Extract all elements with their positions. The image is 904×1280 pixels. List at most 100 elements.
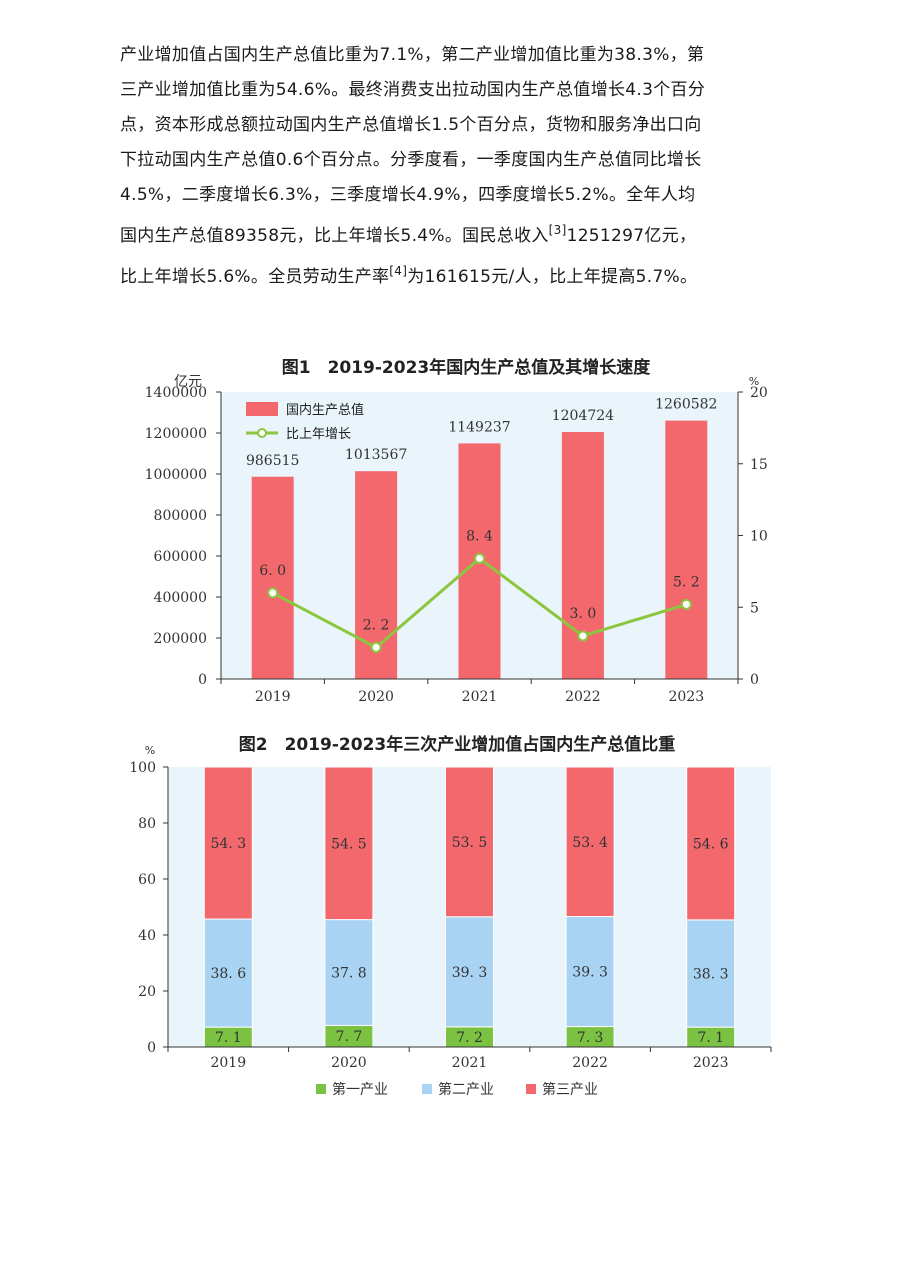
segment-value-label: 38. 3	[693, 967, 729, 983]
legend-label: 第二产业	[438, 1081, 494, 1098]
industry-share-chart: 图2 2019-2023年三次产业增加值占国内生产总值比重 % 100 80 60 4…	[129, 734, 772, 1098]
paragraph-line: 产业增加值占国内生产总值比重为7.1%，第二产业增加值比重为38.3%，第	[120, 45, 705, 65]
y-tick-label: 100	[129, 760, 156, 776]
x-tick-label: 2023	[668, 689, 704, 705]
bar-value-label: 1013567	[345, 447, 407, 463]
chart-title: 图1 2019-2023年国内生产总值及其增长速度	[282, 357, 652, 378]
y-right-tick-label: 0	[750, 672, 759, 688]
legend-label-gdp: 国内生产总值	[286, 402, 364, 418]
bar-segment-secondary	[565, 916, 615, 1028]
segment-value-label: 39. 3	[452, 965, 488, 981]
bar-gdp	[561, 432, 604, 679]
footnote-ref[interactable]: [4]	[389, 264, 408, 278]
segment-value-label: 53. 4	[572, 835, 608, 851]
legend-swatch	[316, 1084, 326, 1094]
text-segment: 比上年增长5.6%。全员劳动生产率	[120, 267, 390, 287]
x-tick-label: 2023	[693, 1055, 729, 1071]
y-left-tick-label: 600000	[154, 549, 207, 565]
bar-segment-tertiary	[445, 766, 494, 918]
bar-value-label: 986515	[246, 453, 299, 469]
segment-value-label: 37. 8	[331, 966, 367, 982]
growth-point	[680, 598, 692, 610]
bar-value-label: 1149237	[448, 419, 510, 435]
x-tick-label: 2021	[452, 1055, 488, 1071]
bar-segment-tertiary	[565, 766, 615, 918]
x-tick-label: 2019	[255, 689, 291, 705]
y-right-tick-label: 10	[750, 529, 768, 545]
y-left-tick-label: 1200000	[145, 426, 207, 442]
legend-label-growth: 比上年增长	[286, 427, 351, 442]
segment-value-label: 54. 3	[210, 836, 246, 852]
segment-value-label: 7. 1	[215, 1030, 242, 1046]
legend: 国内生产总值 比上年增长	[246, 402, 364, 442]
bar-value-label: 1204724	[552, 408, 614, 424]
paragraph-line: 下拉动国内生产总值0.6个百分点。分季度看，一季度国内生产总值同比增长	[120, 150, 702, 170]
segment-value-label: 38. 6	[210, 966, 246, 982]
gdp-growth-chart: 图1 2019-2023年国内生产总值及其增长速度 亿元 % 1400000 12…	[145, 357, 768, 705]
chart-title: 图2 2019-2023年三次产业增加值占国内生产总值比重	[239, 734, 676, 755]
x-tick-label: 2022	[565, 689, 601, 705]
growth-point	[267, 587, 279, 599]
segment-value-label: 7. 3	[577, 1030, 604, 1046]
growth-value-label: 5. 2	[673, 574, 700, 590]
legend-line-marker	[257, 428, 267, 438]
y-right-tick-label: 15	[750, 457, 768, 473]
bar-segment-secondary	[203, 918, 253, 1028]
growth-point	[370, 641, 382, 653]
growth-point	[474, 552, 485, 564]
y-left-tick-label: 200000	[154, 631, 207, 647]
paragraph: 产业增加值占国内生产总值比重为7.1%，第二产业增加值比重为38.3%，第 三产…	[120, 38, 788, 295]
growth-value-label: 2. 2	[363, 617, 390, 633]
y-tick-label: 60	[138, 872, 156, 888]
bar-gdp	[665, 420, 708, 679]
segment-value-label: 7. 1	[697, 1030, 724, 1046]
text-segment: 为161615元/人，比上年提高5.7%。	[407, 267, 698, 287]
paragraph-line: 点，资本形成总额拉动国内生产总值增长1.5个百分点，货物和服务净出口向	[120, 115, 702, 135]
legend-swatch	[526, 1084, 536, 1094]
legend-label: 第三产业	[542, 1081, 598, 1098]
growth-value-label: 6. 0	[259, 563, 286, 579]
y-left-tick-label: 1400000	[145, 385, 207, 401]
bar-segment-secondary	[445, 916, 494, 1028]
segment-value-label: 7. 2	[456, 1030, 483, 1046]
paragraph-line: 比上年增长5.6%。全员劳动生产率[4]为161615元/人，比上年提高5.7%…	[120, 254, 788, 295]
x-tick-label: 2022	[572, 1055, 608, 1071]
y-unit: %	[145, 744, 155, 757]
y-left-unit: 亿元	[174, 374, 202, 390]
bar-segment-tertiary	[324, 766, 374, 921]
y-right-unit: %	[749, 375, 759, 388]
segment-value-label: 53. 5	[452, 835, 488, 851]
bar-value-label: 1260582	[655, 397, 717, 413]
x-tick-label: 2020	[358, 689, 394, 705]
paragraph-line: 4.5%，二季度增长6.3%，三季度增长4.9%，四季度增长5.2%。全年人均	[120, 185, 696, 205]
y-tick-label: 40	[138, 928, 156, 944]
y-right-tick-label: 5	[750, 600, 759, 616]
segment-value-label: 7. 7	[336, 1029, 363, 1045]
paragraph-line: 三产业增加值比重为54.6%。最终消费支出拉动国内生产总值增长4.3个百分	[120, 80, 706, 100]
bar-gdp	[251, 476, 294, 679]
text-segment: 1251297亿元，	[566, 226, 697, 246]
paragraph-line: 国内生产总值89358元，比上年增长5.4%。国民总收入[3]1251297亿元…	[120, 213, 788, 254]
footnote-ref[interactable]: [3]	[548, 223, 567, 237]
growth-value-label: 8. 4	[466, 528, 493, 544]
bar-segment-tertiary	[686, 766, 736, 921]
segment-value-label: 54. 6	[693, 836, 729, 852]
y-right-tick-label: 20	[750, 385, 768, 401]
x-tick-label: 2020	[331, 1055, 367, 1071]
y-left-tick-label: 800000	[154, 508, 207, 524]
text-segment: 国内生产总值89358元，比上年增长5.4%。国民总收入	[120, 226, 549, 246]
legend-swatch	[422, 1084, 432, 1094]
growth-point	[577, 630, 589, 642]
x-tick-label: 2021	[462, 689, 498, 705]
segment-value-label: 54. 5	[331, 836, 367, 852]
y-tick-label: 80	[138, 816, 156, 832]
y-left-tick-label: 400000	[154, 590, 207, 606]
legend-label: 第一产业	[332, 1081, 388, 1098]
y-left-tick-label: 1000000	[145, 467, 207, 483]
y-tick-label: 0	[147, 1040, 156, 1056]
legend-swatch-bar	[246, 402, 278, 416]
x-tick-label: 2019	[210, 1055, 246, 1071]
bar-segment-tertiary	[203, 766, 253, 920]
growth-value-label: 3. 0	[570, 606, 597, 622]
y-left-tick-label: 0	[198, 672, 207, 688]
